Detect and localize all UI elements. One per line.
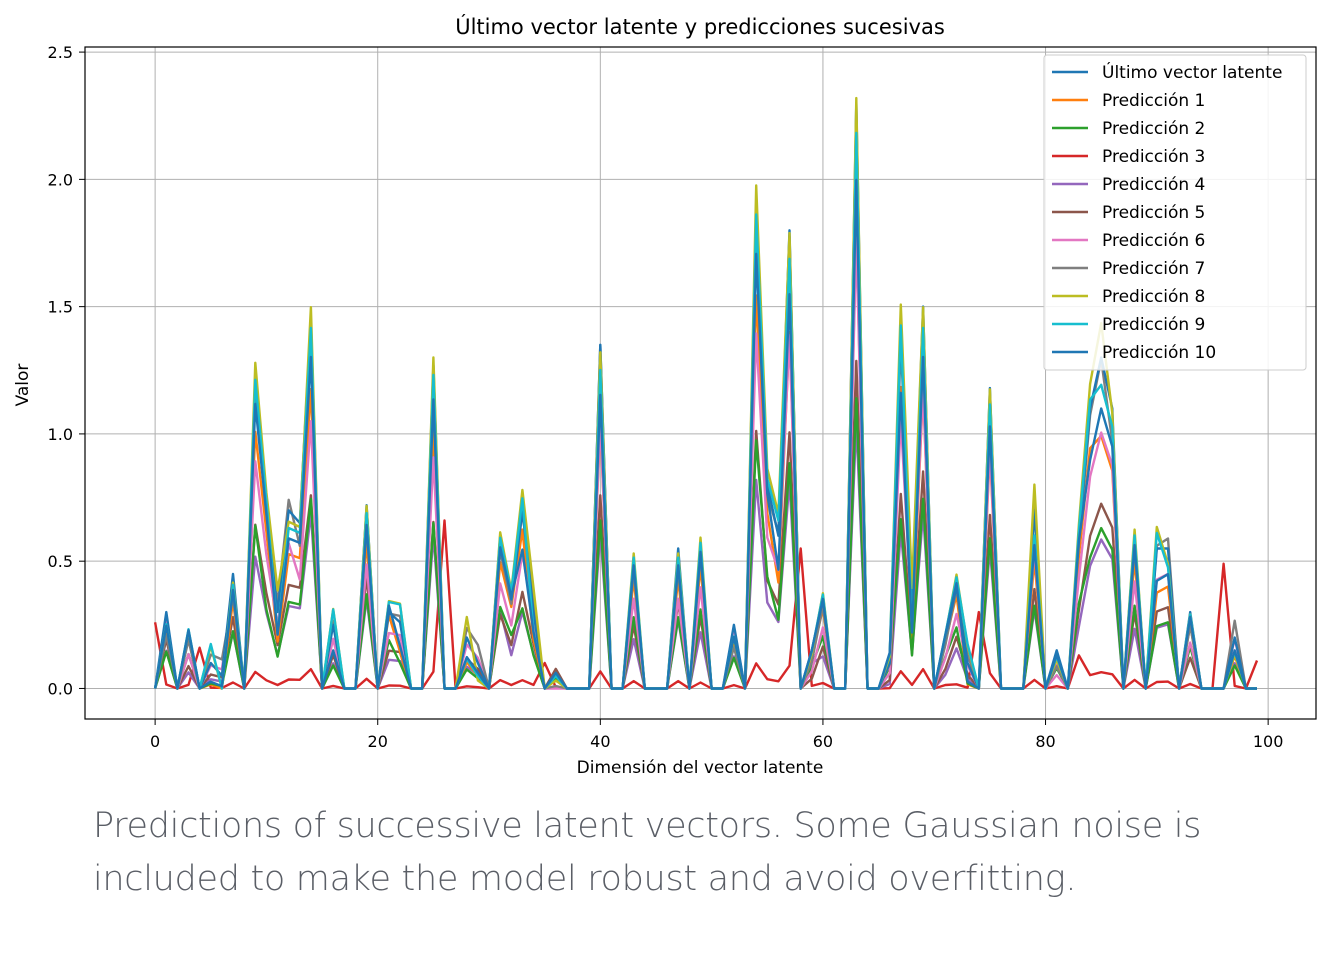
plot-frame bbox=[84, 46, 1317, 720]
series-lines bbox=[153, 96, 1259, 690]
x-tick-label: 100 bbox=[1253, 732, 1284, 751]
legend-label: Predicción 1 bbox=[1102, 91, 1205, 111]
x-tick-label: 80 bbox=[1035, 732, 1055, 751]
legend-label: Predicción 6 bbox=[1102, 231, 1205, 251]
y-tick-label: 1.5 bbox=[48, 298, 73, 317]
series-line-3 bbox=[153, 407, 1259, 690]
legend-label: Último vector latente bbox=[1102, 61, 1282, 83]
y-axis-ticks: 0.0 0.5 1.0 1.5 2.0 2.5 bbox=[48, 43, 85, 698]
legend-label: Predicción 2 bbox=[1102, 119, 1205, 139]
legend-label: Predicción 8 bbox=[1102, 287, 1205, 307]
x-tick-label: 60 bbox=[813, 732, 833, 751]
x-axis-ticks: 0 20 40 60 80 100 bbox=[150, 719, 1283, 751]
series-line-10 bbox=[153, 178, 1257, 690]
y-axis-label: Valor bbox=[13, 364, 33, 407]
y-tick-label: 1.0 bbox=[48, 425, 73, 444]
legend-label: Predicción 7 bbox=[1102, 259, 1205, 279]
y-tick-label: 0.0 bbox=[48, 679, 73, 698]
chart-title: Último vector latente y predicciones suc… bbox=[455, 14, 945, 39]
legend-label: Predicción 3 bbox=[1102, 147, 1205, 167]
legend-label: Predicción 4 bbox=[1102, 175, 1205, 195]
line-chart: Último vector latente y predicciones suc… bbox=[13, 14, 1317, 778]
figure-caption: Predictions of successive latent vectors… bbox=[93, 806, 1202, 899]
series-line-2 bbox=[153, 397, 1257, 690]
series-line-6 bbox=[153, 236, 1257, 690]
legend-box bbox=[1043, 54, 1307, 371]
legend-label: Predicción 10 bbox=[1102, 343, 1216, 363]
y-tick-label: 2.5 bbox=[48, 43, 73, 62]
y-tick-label: 0.5 bbox=[48, 552, 73, 571]
x-axis-label: Dimensión del vector latente bbox=[577, 758, 824, 778]
legend-label: Predicción 9 bbox=[1102, 315, 1205, 335]
x-tick-label: 0 bbox=[150, 732, 160, 751]
x-tick-label: 40 bbox=[590, 732, 610, 751]
legend-label: Predicción 5 bbox=[1102, 203, 1205, 223]
legend: Último vector latente Predicción 1 Predicc… bbox=[1043, 54, 1307, 371]
y-tick-label: 2.0 bbox=[48, 170, 73, 189]
x-tick-label: 20 bbox=[368, 732, 388, 751]
